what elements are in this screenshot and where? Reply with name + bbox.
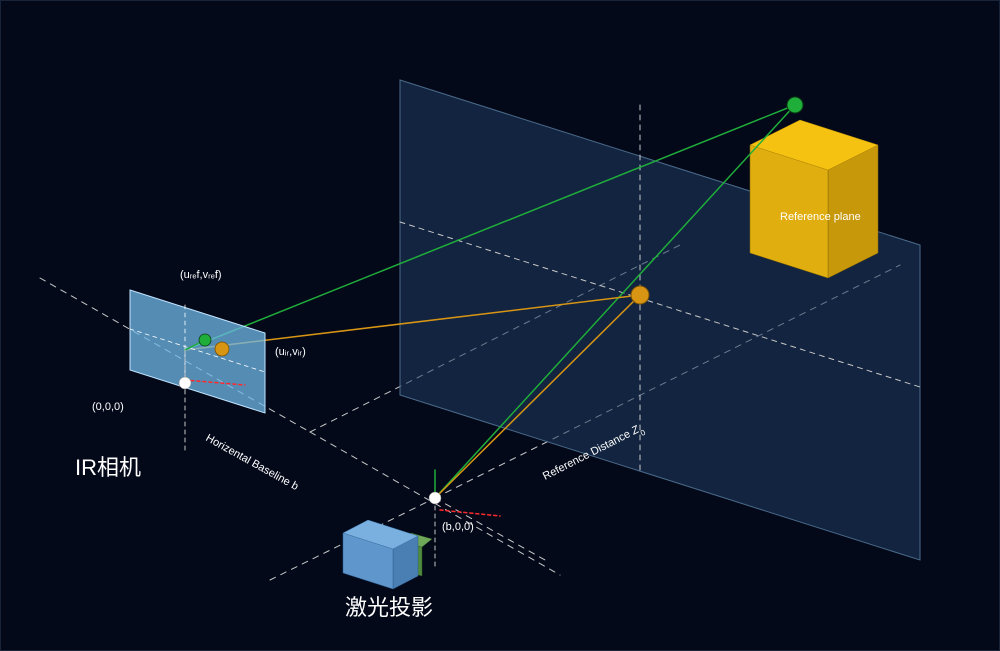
plane-intersection [631,286,649,304]
label-ir-camera: IR相机 [75,455,141,480]
label-projector: 激光投影 [345,595,433,620]
svg-text:(b,0,0): (b,0,0) [442,521,474,533]
diagram-stage: IR相机激光投影 Reference plane (0,0,0) (b,0,0) (uᵢ… [0,0,1000,651]
svg-text:(0,0,0): (0,0,0) [92,401,124,413]
label-reference-plane: Reference plane [780,211,861,223]
object-point [787,97,803,113]
svg-text:(uᵢᵣ,vᵢᵣ): (uᵢᵣ,vᵢᵣ) [275,346,306,358]
svg-text:(uᵣₑf,vᵣₑf): (uᵣₑf,vᵣₑf) [180,269,222,281]
